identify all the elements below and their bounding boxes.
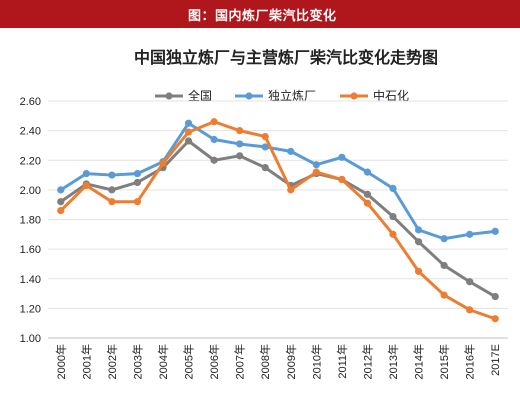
data-point [210, 118, 218, 126]
series-line [59, 121, 496, 241]
x-tick-label: 2012年 [360, 344, 374, 379]
x-tick-label: 2000年 [54, 344, 68, 379]
y-tick-label: 1.60 [20, 244, 41, 256]
data-point [184, 137, 193, 145]
data-point [261, 132, 269, 141]
data-point [261, 143, 269, 151]
data-point [414, 238, 423, 246]
data-point [57, 198, 65, 206]
x-tick-label: 2007年 [233, 344, 247, 379]
banner-title: 图：国内炼厂柴汽比变化 [188, 9, 337, 24]
data-point [287, 186, 295, 194]
data-point [133, 178, 142, 187]
data-point [210, 156, 218, 164]
series-line [59, 139, 496, 298]
y-tick-label: 1.80 [20, 215, 41, 227]
data-point [491, 227, 499, 235]
x-tick-label: 2009年 [284, 344, 298, 379]
x-tick-label: 2001年 [79, 344, 93, 379]
data-point [414, 226, 423, 234]
data-point [414, 267, 423, 275]
data-point [133, 198, 142, 206]
header-banner: 图：国内炼厂柴汽比变化 [0, 0, 520, 28]
legend-label: 独立炼厂 [268, 88, 316, 103]
data-point [466, 278, 474, 286]
x-tick-label: 2017E [490, 344, 502, 376]
x-axis: 2000年 2001年 2002年 2003年 2004年 2005年 2006年 2007年… [54, 344, 502, 379]
y-tick-label: 1.00 [20, 333, 41, 345]
series-group [57, 118, 499, 323]
x-tick-label: 2006年 [207, 344, 221, 379]
data-point [184, 128, 193, 136]
x-tick-label: 2005年 [182, 344, 196, 379]
legend-marker [245, 92, 253, 100]
y-tick-label: 2.60 [20, 96, 41, 108]
x-tick-label: 2014年 [412, 344, 426, 379]
y-tick-label: 2.20 [20, 155, 41, 167]
data-point [184, 119, 193, 127]
y-tick-label: 2.40 [20, 126, 41, 138]
data-point [338, 153, 346, 161]
data-point [312, 168, 320, 176]
data-point [491, 292, 499, 301]
grid [48, 100, 508, 339]
y-tick-label: 2.00 [20, 185, 41, 197]
x-tick-label: 2016年 [463, 344, 477, 379]
data-point [210, 135, 218, 144]
data-point [363, 199, 372, 207]
legend-label: 全国 [188, 88, 212, 103]
x-tick-label: 2015年 [437, 344, 451, 379]
data-point [261, 164, 269, 172]
x-tick-label: 2011年 [335, 344, 349, 379]
data-point [491, 315, 499, 323]
data-point [363, 190, 372, 198]
data-point [466, 230, 474, 238]
series-line [59, 120, 496, 321]
series-2 [57, 119, 499, 243]
legend-marker [350, 92, 358, 100]
data-point [440, 261, 448, 270]
x-tick-label: 2013年 [386, 344, 400, 379]
data-point [159, 159, 167, 167]
data-point [57, 186, 65, 194]
y-tick-label: 1.20 [20, 303, 41, 315]
data-point [236, 140, 244, 148]
x-tick-label: 2003年 [130, 344, 144, 379]
data-point [287, 147, 295, 155]
data-point [133, 169, 142, 178]
data-point [466, 306, 474, 314]
data-point [389, 184, 397, 192]
y-axis: 1.00 1.20 1.40 1.60 1.80 2.00 2.20 2.40 2.60 [20, 96, 41, 345]
data-point [338, 175, 346, 184]
y-tick-label: 1.40 [20, 274, 41, 286]
data-point [236, 127, 244, 135]
data-point [108, 186, 116, 194]
x-tick-label: 2010年 [309, 344, 323, 379]
legend: 全国 独立炼厂 中石化 [155, 88, 409, 103]
data-point [108, 198, 116, 206]
data-point [363, 168, 372, 176]
data-point [82, 181, 90, 190]
data-point [389, 230, 397, 238]
data-point [108, 171, 116, 179]
x-tick-label: 2004年 [156, 344, 170, 379]
x-tick-label: 2008年 [258, 344, 272, 379]
data-point [440, 291, 448, 299]
legend-label: 中石化 [373, 88, 409, 103]
series-3 [57, 118, 499, 323]
x-tick-label: 2002年 [105, 344, 119, 379]
chart-title: 中国独立炼厂与主营炼厂柴汽比变化走势图 [134, 48, 438, 67]
data-point [82, 169, 90, 178]
data-point [236, 152, 244, 160]
legend-marker [165, 92, 173, 100]
data-point [389, 212, 397, 221]
data-point [440, 235, 448, 243]
data-point [312, 161, 320, 169]
data-point [57, 207, 65, 215]
